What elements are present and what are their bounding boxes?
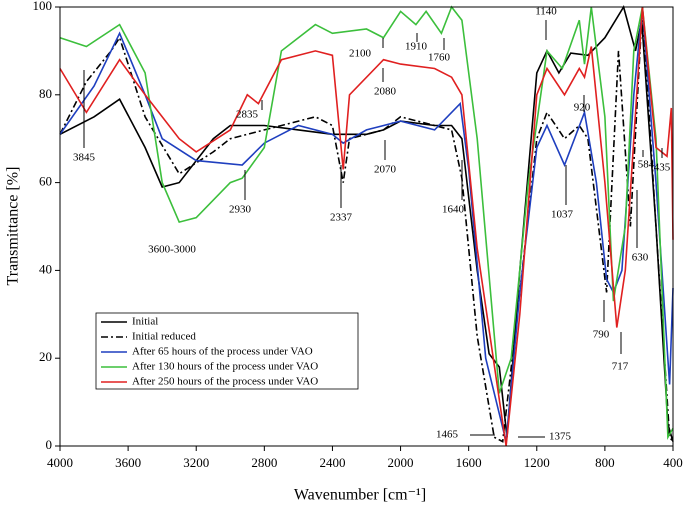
- annotation: 3600-3000: [148, 244, 196, 256]
- annotation: 1910: [405, 41, 428, 53]
- x-axis-label: Wavenumber [cm⁻¹]: [294, 487, 426, 504]
- y-axis-label: Transmittance [%]: [5, 167, 22, 286]
- x-tick-label: 1200: [524, 455, 550, 470]
- x-tick-label: 800: [595, 455, 615, 470]
- annotation: 2070: [374, 164, 397, 176]
- annotation: 1465: [436, 429, 459, 441]
- spectrum-line: [59, 6, 674, 443]
- annotation: 1037: [551, 209, 574, 221]
- y-tick-label: 60: [39, 174, 52, 189]
- legend-label: After 65 hours of the process under VAO: [132, 346, 313, 358]
- y-tick-label: 100: [33, 0, 53, 13]
- x-tick-label: 3600: [115, 455, 141, 470]
- legend-label: Initial reduced: [132, 331, 196, 343]
- y-tick-label: 0: [46, 437, 53, 452]
- y-tick-label: 80: [39, 86, 52, 101]
- x-tick-label: 2000: [388, 455, 414, 470]
- legend-box: [95, 312, 359, 390]
- annotation: 1760: [428, 52, 451, 64]
- y-tick-label: 40: [39, 261, 52, 276]
- annotation: 790: [593, 329, 610, 341]
- annotation: 2930: [229, 204, 252, 216]
- spectrum-line: [59, 6, 674, 442]
- annotation: 2080: [374, 86, 397, 98]
- x-tick-label: 400: [663, 455, 683, 470]
- x-tick-label: 4000: [47, 455, 73, 470]
- x-tick-label: 3200: [183, 455, 209, 470]
- annotation: 630: [632, 252, 649, 264]
- annotation: 1140: [535, 6, 557, 18]
- annotation: 920: [574, 102, 591, 114]
- annotation: 2100: [349, 48, 372, 60]
- x-tick-label: 1600: [456, 455, 482, 470]
- spectrum-line: [59, 6, 674, 447]
- annotation: 3845: [73, 152, 96, 164]
- legend-label: Initial: [132, 316, 158, 328]
- annotation: 584: [638, 159, 655, 171]
- x-tick-label: 2400: [319, 455, 345, 470]
- legend-label: After 250 hours of the process under VAO: [132, 376, 318, 388]
- y-tick-label: 20: [39, 349, 52, 364]
- x-tick-label: 2800: [251, 455, 277, 470]
- annotation: 717: [612, 361, 629, 373]
- legend-label: After 130 hours of the process under VAO: [132, 361, 318, 373]
- annotation: 1640: [442, 204, 465, 216]
- annotation: 2835: [236, 109, 259, 121]
- annotation: 1375: [549, 431, 572, 443]
- plot-frame: [59, 6, 674, 447]
- annotation: 435: [654, 162, 671, 174]
- annotation: 2337: [330, 212, 353, 224]
